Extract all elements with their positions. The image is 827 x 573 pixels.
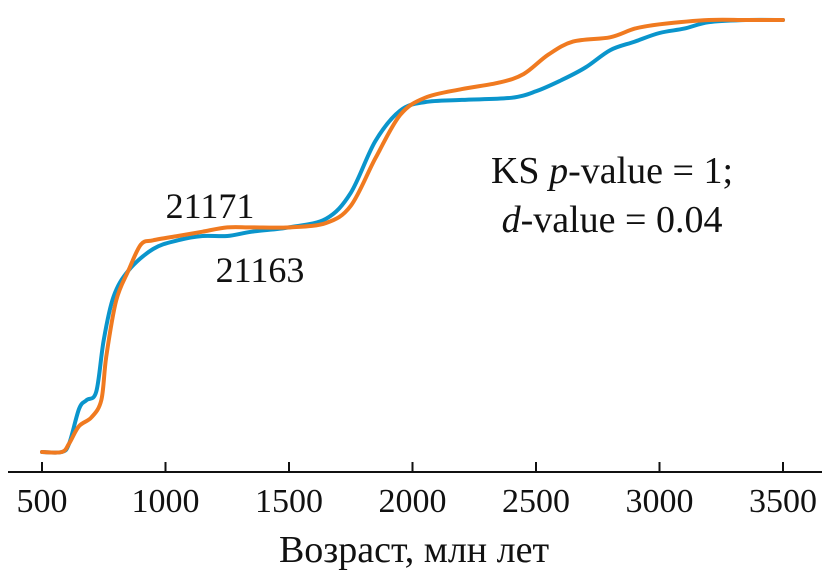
ks-annotation-line1: KS p-value = 1; — [491, 150, 733, 192]
x-ticks: 500 1000 1500 2000 2500 3000 3500 — [17, 462, 817, 520]
ks-d-suffix: -value = 0.04 — [521, 199, 723, 241]
ks-d-italic: d — [502, 199, 522, 241]
x-tick-label-3500: 3500 — [749, 483, 817, 520]
series-line-21163 — [40, 17, 785, 455]
x-axis: 500 1000 1500 2000 2500 3000 3500 — [8, 462, 822, 520]
x-axis-title: Возраст, млн лет — [279, 529, 550, 571]
series-line-21171 — [40, 17, 785, 455]
x-tick-label-3000: 3000 — [626, 483, 694, 520]
ks-annotation-line2: d-value = 0.04 — [502, 199, 723, 241]
ks-p-italic: p — [546, 150, 568, 192]
ks-prefix: KS — [491, 150, 549, 192]
series-group — [40, 17, 785, 455]
series-label-21163: 21163 — [216, 250, 305, 290]
ks-p-suffix: -value = 1; — [568, 150, 733, 192]
series-label-21171: 21171 — [166, 186, 255, 226]
x-tick-label-1000: 1000 — [132, 483, 200, 520]
x-tick-label-2000: 2000 — [379, 483, 447, 520]
x-tick-label-2500: 2500 — [502, 483, 570, 520]
x-tick-label-1500: 1500 — [255, 483, 323, 520]
x-tick-label-500: 500 — [17, 483, 68, 520]
